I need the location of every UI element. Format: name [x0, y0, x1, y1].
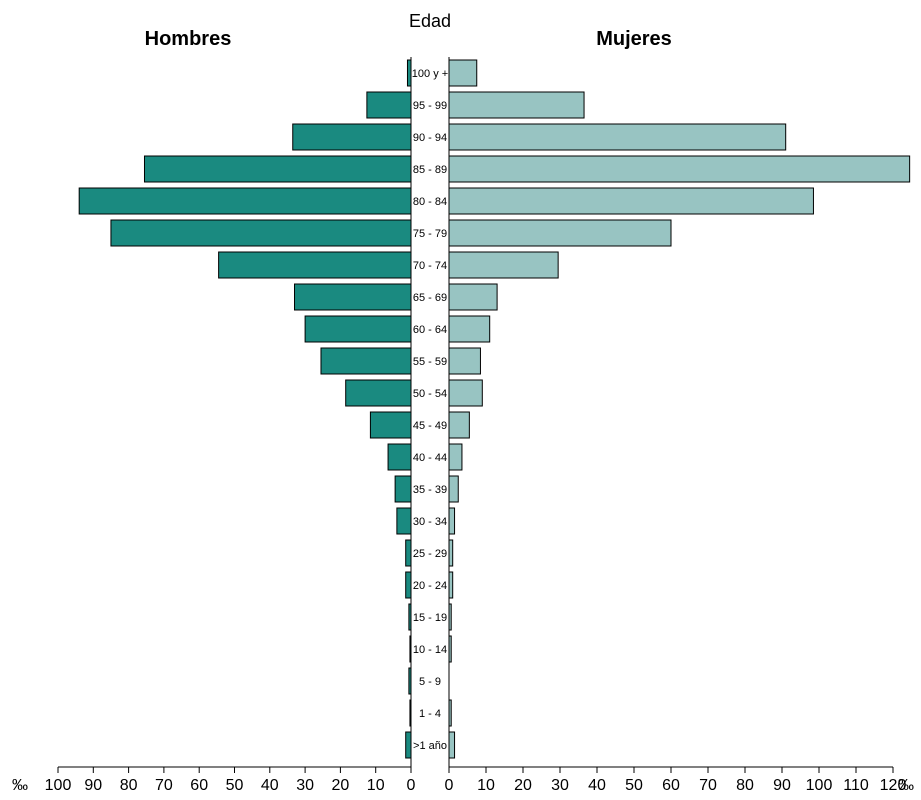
- age-labels-group: 100 y + 95 - 99 90 - 94 85 - 89 80 - 84 75 - …: [412, 68, 448, 752]
- bar-mujeres: [448, 539, 454, 567]
- age-label: 40 - 44: [413, 452, 447, 464]
- tick-label-left: 70: [155, 777, 173, 794]
- age-label: 75 - 79: [413, 228, 447, 240]
- bar-hombres: [408, 603, 412, 631]
- bar-mujeres: [448, 475, 459, 503]
- bar-mujeres: [448, 411, 470, 439]
- age-label: 25 - 29: [413, 548, 447, 560]
- bar-mujeres: [448, 251, 559, 279]
- tick-label-left: 80: [120, 777, 138, 794]
- bar-mujeres: [448, 123, 787, 151]
- bar-hombres: [387, 443, 412, 471]
- tick-label-right: 0: [445, 777, 454, 794]
- age-label: 10 - 14: [413, 644, 447, 656]
- bar-hombres: [409, 699, 412, 727]
- bar-mujeres: [448, 443, 463, 471]
- center-axis-label: Edad: [409, 11, 451, 31]
- bar-hombres: [320, 347, 412, 375]
- unit-left: ‰: [12, 777, 28, 794]
- tick-label-left: 0: [407, 777, 416, 794]
- tick-label-right: 40: [588, 777, 606, 794]
- bar-mujeres: [448, 603, 452, 631]
- ticks-group: 100 90 80 70 60 50 40 30 20 10 0 0 10 20 30 40 50 60 70 80 9…: [45, 767, 907, 794]
- age-label: >1 año: [413, 740, 447, 752]
- bar-hombres: [110, 219, 412, 247]
- bar-mujeres: [448, 347, 481, 375]
- tick-label-left: 90: [84, 777, 102, 794]
- bar-hombres: [366, 91, 412, 119]
- age-label: 15 - 19: [413, 612, 447, 624]
- bar-hombres: [143, 155, 412, 183]
- tick-label-left: 10: [367, 777, 385, 794]
- bar-mujeres: [448, 571, 454, 599]
- bar-mujeres: [448, 155, 911, 183]
- age-label: 65 - 69: [413, 292, 447, 304]
- tick-label-right: 100: [806, 777, 833, 794]
- bars-group: [78, 59, 911, 759]
- tick-label-left: 30: [296, 777, 314, 794]
- bar-mujeres: [448, 59, 478, 87]
- tick-label-left: 20: [332, 777, 350, 794]
- tick-label-left: 50: [226, 777, 244, 794]
- bar-hombres: [405, 571, 412, 599]
- bar-mujeres: [448, 635, 452, 663]
- bar-mujeres: [448, 315, 491, 343]
- age-label: 100 y +: [412, 68, 448, 80]
- age-label: 90 - 94: [413, 132, 447, 144]
- tick-label-right: 110: [843, 777, 869, 794]
- tick-label-right: 30: [551, 777, 569, 794]
- age-label: 50 - 54: [413, 388, 447, 400]
- bar-hombres: [218, 251, 412, 279]
- bar-mujeres: [448, 731, 456, 759]
- tick-label-right: 70: [699, 777, 717, 794]
- bar-hombres: [405, 539, 412, 567]
- tick-label-left: 60: [190, 777, 208, 794]
- tick-label-right: 90: [773, 777, 791, 794]
- age-label: 80 - 84: [413, 196, 447, 208]
- tick-label-left: 100: [45, 777, 72, 794]
- bar-hombres: [405, 731, 412, 759]
- tick-label-right: 80: [736, 777, 754, 794]
- age-label: 5 - 9: [419, 676, 441, 688]
- tick-label-right: 50: [625, 777, 643, 794]
- right-title: Mujeres: [596, 28, 672, 50]
- bar-hombres: [294, 283, 412, 311]
- age-label: 70 - 74: [413, 260, 447, 272]
- bar-hombres: [78, 187, 412, 215]
- age-label: 20 - 24: [413, 580, 447, 592]
- tick-label-right: 20: [514, 777, 532, 794]
- bar-hombres: [292, 123, 412, 151]
- left-title: Hombres: [145, 28, 232, 50]
- tick-label-right: 60: [662, 777, 680, 794]
- bar-mujeres: [448, 379, 483, 407]
- age-label: 55 - 59: [413, 356, 447, 368]
- age-label: 1 - 4: [419, 708, 441, 720]
- bar-mujeres: [448, 507, 456, 535]
- bar-hombres: [408, 667, 412, 695]
- bar-mujeres: [448, 187, 814, 215]
- age-label: 95 - 99: [413, 100, 447, 112]
- age-label: 60 - 64: [413, 324, 447, 336]
- age-label: 35 - 39: [413, 484, 447, 496]
- bar-hombres: [406, 59, 412, 87]
- bar-mujeres: [448, 91, 585, 119]
- bar-hombres: [345, 379, 412, 407]
- age-label: 45 - 49: [413, 420, 447, 432]
- bar-mujeres: [448, 283, 498, 311]
- age-label: 30 - 34: [413, 516, 447, 528]
- age-label: 85 - 89: [413, 164, 447, 176]
- bar-hombres: [304, 315, 412, 343]
- bar-mujeres: [448, 219, 672, 247]
- bar-hombres: [394, 475, 412, 503]
- unit-right: ‰: [898, 777, 914, 794]
- tick-label-right: 120: [880, 777, 907, 794]
- bar-hombres: [409, 635, 412, 663]
- bar-hombres: [396, 507, 412, 535]
- tick-label-left: 40: [261, 777, 279, 794]
- bar-hombres: [369, 411, 412, 439]
- tick-label-right: 10: [477, 777, 495, 794]
- bar-mujeres: [448, 699, 452, 727]
